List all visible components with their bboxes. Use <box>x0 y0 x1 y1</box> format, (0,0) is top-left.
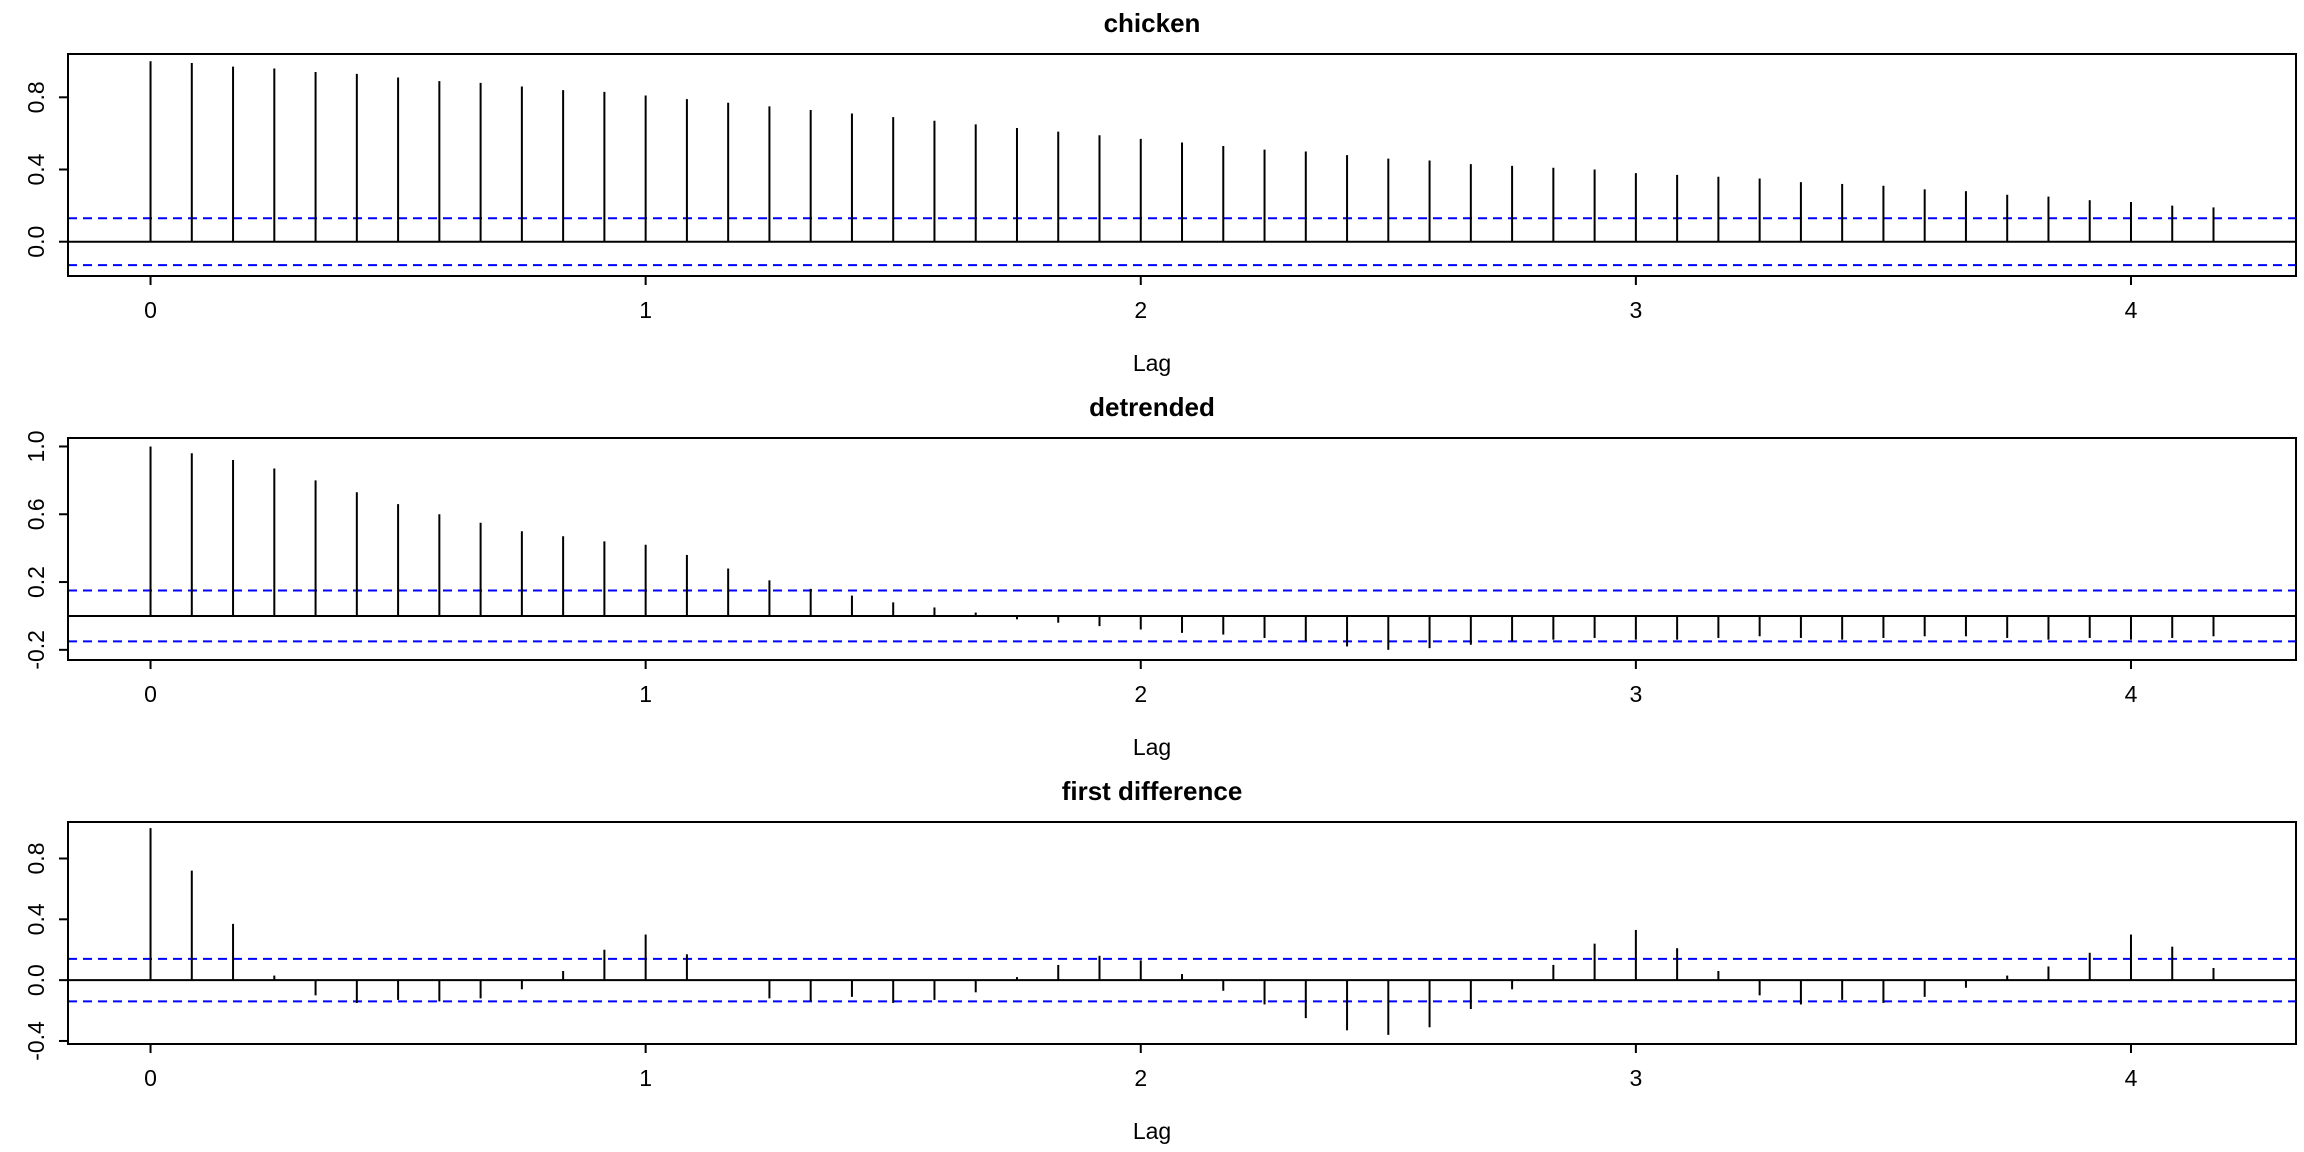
svg-text:0.0: 0.0 <box>23 964 49 996</box>
svg-text:-0.2: -0.2 <box>23 630 49 670</box>
svg-text:2: 2 <box>1134 1065 1147 1091</box>
x-axis-label-lag: Lag <box>1132 1118 1172 1144</box>
chart-title-detrended: detrended <box>1089 392 1215 422</box>
svg-text:0.4: 0.4 <box>23 903 49 935</box>
acf-plot-detrended: 0 1 2 3 4 -0.2 0.2 0.6 1.0 <box>23 430 2297 707</box>
svg-text:4: 4 <box>2125 681 2138 707</box>
acf-panel-first-difference: first difference 0 1 2 3 4 -0.4 0.0 0.4 0.8 Lag <box>0 768 2304 1152</box>
svg-text:0.8: 0.8 <box>23 843 49 875</box>
svg-text:1.0: 1.0 <box>23 430 49 462</box>
svg-text:0: 0 <box>144 1065 157 1091</box>
x-axis-label-lag: Lag <box>1132 734 1172 760</box>
acf-panel-chicken: chicken 0 1 2 3 4 0.0 0.4 0.8 Lag <box>0 0 2304 384</box>
chart-title-chicken: chicken <box>1103 8 1201 38</box>
acf-panel-detrended: detrended 0 1 2 3 4 -0.2 0.2 0.6 1.0 Lag <box>0 384 2304 768</box>
svg-text:1: 1 <box>639 1065 652 1091</box>
svg-text:0.0: 0.0 <box>23 226 49 258</box>
svg-text:1: 1 <box>639 681 652 707</box>
x-axis-label-lag: Lag <box>1132 350 1172 376</box>
svg-text:4: 4 <box>2125 1065 2138 1091</box>
svg-text:0.6: 0.6 <box>23 498 49 530</box>
svg-text:2: 2 <box>1134 681 1147 707</box>
svg-text:0.4: 0.4 <box>23 153 49 185</box>
chart-title-first-difference: first difference <box>1061 776 1243 806</box>
svg-text:0: 0 <box>144 297 157 323</box>
svg-text:-0.4: -0.4 <box>23 1021 49 1061</box>
svg-text:2: 2 <box>1134 297 1147 323</box>
svg-text:0.8: 0.8 <box>23 81 49 113</box>
svg-text:3: 3 <box>1629 681 1642 707</box>
svg-text:3: 3 <box>1629 297 1642 323</box>
svg-text:3: 3 <box>1629 1065 1642 1091</box>
acf-plot-chicken: 0 1 2 3 4 0.0 0.4 0.8 <box>23 53 2297 323</box>
svg-text:4: 4 <box>2125 297 2138 323</box>
acf-plot-first-difference: 0 1 2 3 4 -0.4 0.0 0.4 0.8 <box>23 821 2297 1091</box>
svg-text:1: 1 <box>639 297 652 323</box>
svg-text:0: 0 <box>144 681 157 707</box>
svg-text:0.2: 0.2 <box>23 566 49 598</box>
